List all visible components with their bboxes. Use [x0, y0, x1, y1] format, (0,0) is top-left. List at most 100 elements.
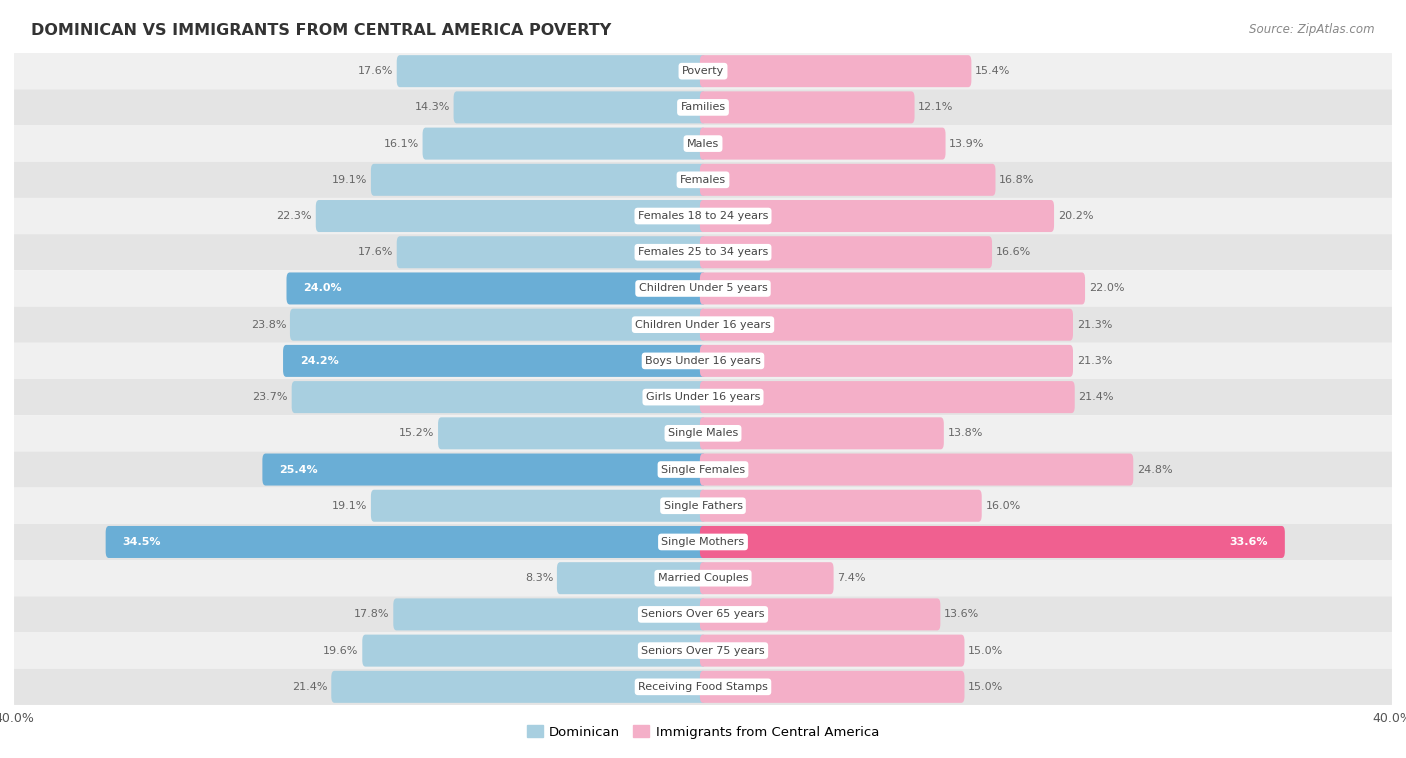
Text: 17.6%: 17.6%	[357, 66, 392, 76]
Text: Single Fathers: Single Fathers	[664, 501, 742, 511]
FancyBboxPatch shape	[14, 452, 1392, 487]
FancyBboxPatch shape	[700, 598, 941, 631]
FancyBboxPatch shape	[700, 490, 981, 522]
Text: Families: Families	[681, 102, 725, 112]
Text: 13.9%: 13.9%	[949, 139, 984, 149]
Text: 33.6%: 33.6%	[1229, 537, 1268, 547]
Text: 19.1%: 19.1%	[332, 175, 367, 185]
FancyBboxPatch shape	[14, 198, 1392, 234]
Text: 15.4%: 15.4%	[976, 66, 1011, 76]
FancyBboxPatch shape	[454, 92, 706, 124]
FancyBboxPatch shape	[396, 236, 706, 268]
Text: Males: Males	[688, 139, 718, 149]
Text: 15.2%: 15.2%	[399, 428, 434, 438]
FancyBboxPatch shape	[700, 55, 972, 87]
FancyBboxPatch shape	[557, 562, 706, 594]
Text: Females 18 to 24 years: Females 18 to 24 years	[638, 211, 768, 221]
FancyBboxPatch shape	[14, 415, 1392, 452]
FancyBboxPatch shape	[700, 562, 834, 594]
FancyBboxPatch shape	[332, 671, 706, 703]
Text: 22.3%: 22.3%	[277, 211, 312, 221]
Text: Children Under 16 years: Children Under 16 years	[636, 320, 770, 330]
FancyBboxPatch shape	[396, 55, 706, 87]
FancyBboxPatch shape	[14, 560, 1392, 597]
Text: 21.3%: 21.3%	[1077, 356, 1112, 366]
FancyBboxPatch shape	[291, 381, 706, 413]
FancyBboxPatch shape	[14, 89, 1392, 126]
FancyBboxPatch shape	[700, 453, 1133, 486]
Text: Source: ZipAtlas.com: Source: ZipAtlas.com	[1250, 23, 1375, 36]
Text: Females: Females	[681, 175, 725, 185]
Text: 22.0%: 22.0%	[1088, 283, 1125, 293]
FancyBboxPatch shape	[700, 92, 914, 124]
FancyBboxPatch shape	[371, 164, 706, 196]
FancyBboxPatch shape	[287, 272, 706, 305]
Text: 16.8%: 16.8%	[1000, 175, 1035, 185]
FancyBboxPatch shape	[14, 306, 1392, 343]
Text: 19.1%: 19.1%	[332, 501, 367, 511]
Text: Seniors Over 75 years: Seniors Over 75 years	[641, 646, 765, 656]
Text: 23.8%: 23.8%	[250, 320, 287, 330]
FancyBboxPatch shape	[105, 526, 706, 558]
Text: 34.5%: 34.5%	[122, 537, 162, 547]
Text: Seniors Over 65 years: Seniors Over 65 years	[641, 609, 765, 619]
FancyBboxPatch shape	[700, 200, 1054, 232]
FancyBboxPatch shape	[14, 343, 1392, 379]
Text: Single Males: Single Males	[668, 428, 738, 438]
Text: DOMINICAN VS IMMIGRANTS FROM CENTRAL AMERICA POVERTY: DOMINICAN VS IMMIGRANTS FROM CENTRAL AME…	[31, 23, 612, 38]
FancyBboxPatch shape	[700, 236, 993, 268]
Text: Single Females: Single Females	[661, 465, 745, 475]
Text: 16.1%: 16.1%	[384, 139, 419, 149]
FancyBboxPatch shape	[14, 161, 1392, 198]
FancyBboxPatch shape	[363, 634, 706, 666]
Text: Married Couples: Married Couples	[658, 573, 748, 583]
Text: 21.4%: 21.4%	[292, 682, 328, 692]
FancyBboxPatch shape	[700, 345, 1073, 377]
FancyBboxPatch shape	[263, 453, 706, 486]
Text: 25.4%: 25.4%	[280, 465, 318, 475]
FancyBboxPatch shape	[394, 598, 706, 631]
Text: 17.6%: 17.6%	[357, 247, 392, 257]
Text: 13.6%: 13.6%	[945, 609, 980, 619]
Text: 23.7%: 23.7%	[253, 392, 288, 402]
Text: 12.1%: 12.1%	[918, 102, 953, 112]
Text: Females 25 to 34 years: Females 25 to 34 years	[638, 247, 768, 257]
FancyBboxPatch shape	[371, 490, 706, 522]
FancyBboxPatch shape	[14, 53, 1392, 89]
FancyBboxPatch shape	[283, 345, 706, 377]
FancyBboxPatch shape	[14, 597, 1392, 632]
Text: Boys Under 16 years: Boys Under 16 years	[645, 356, 761, 366]
Text: 13.8%: 13.8%	[948, 428, 983, 438]
Text: 7.4%: 7.4%	[838, 573, 866, 583]
Text: 19.6%: 19.6%	[323, 646, 359, 656]
FancyBboxPatch shape	[700, 671, 965, 703]
FancyBboxPatch shape	[14, 379, 1392, 415]
FancyBboxPatch shape	[316, 200, 706, 232]
Legend: Dominican, Immigrants from Central America: Dominican, Immigrants from Central Ameri…	[522, 720, 884, 744]
Text: 24.8%: 24.8%	[1137, 465, 1173, 475]
Text: 20.2%: 20.2%	[1057, 211, 1094, 221]
Text: 17.8%: 17.8%	[354, 609, 389, 619]
FancyBboxPatch shape	[14, 632, 1392, 669]
FancyBboxPatch shape	[700, 381, 1074, 413]
FancyBboxPatch shape	[700, 127, 946, 160]
Text: Girls Under 16 years: Girls Under 16 years	[645, 392, 761, 402]
FancyBboxPatch shape	[14, 487, 1392, 524]
Text: 16.0%: 16.0%	[986, 501, 1021, 511]
FancyBboxPatch shape	[700, 309, 1073, 340]
Text: 15.0%: 15.0%	[969, 646, 1004, 656]
FancyBboxPatch shape	[700, 418, 943, 449]
FancyBboxPatch shape	[423, 127, 706, 160]
Text: 14.3%: 14.3%	[415, 102, 450, 112]
FancyBboxPatch shape	[439, 418, 706, 449]
FancyBboxPatch shape	[14, 126, 1392, 161]
Text: Children Under 5 years: Children Under 5 years	[638, 283, 768, 293]
FancyBboxPatch shape	[14, 669, 1392, 705]
Text: 24.2%: 24.2%	[299, 356, 339, 366]
Text: Poverty: Poverty	[682, 66, 724, 76]
FancyBboxPatch shape	[290, 309, 706, 340]
FancyBboxPatch shape	[14, 234, 1392, 271]
FancyBboxPatch shape	[700, 526, 1285, 558]
Text: 21.4%: 21.4%	[1078, 392, 1114, 402]
FancyBboxPatch shape	[14, 524, 1392, 560]
